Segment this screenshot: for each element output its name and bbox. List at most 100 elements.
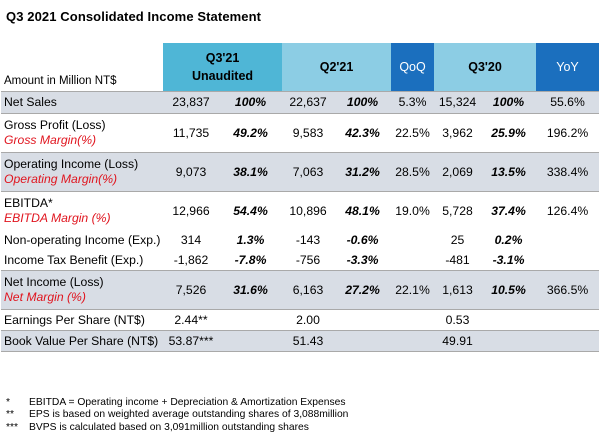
footnote-text: EBITDA = Operating income + Depreciation…	[29, 397, 346, 408]
cell-q2-21-pct: 27.2%	[334, 270, 392, 310]
cell-yoy: 196.2%	[536, 113, 600, 153]
cell-yoy: 338.4%	[536, 152, 600, 192]
cell-q3-20-pct: 0.2%	[494, 232, 523, 247]
cell-q3-21: 11,735	[163, 113, 219, 153]
cell-q3-21: 2.44**	[163, 309, 219, 331]
cell-q3-20-pct: 10.5%	[481, 270, 537, 310]
cell-q2-21: 22,637	[282, 91, 335, 114]
cell-q2-21: 7,063	[282, 152, 335, 192]
cell-q2-21: 51.43	[282, 330, 335, 352]
cell-q2-21: -756	[295, 252, 321, 267]
footnotes: * EBITDA = Operating income + Depreciatio…	[4, 397, 600, 434]
cell-q3-21-pct: 49.2%	[219, 113, 283, 153]
cell-q3-20: -481	[445, 252, 470, 267]
footnote: * EBITDA = Operating income + Depreciatio…	[4, 397, 600, 409]
cell-q3-20: 0.53	[434, 309, 482, 331]
cell-yoy: 366.5%	[536, 270, 600, 310]
table-row: Operating Income (Loss) Operating Margin(…	[1, 152, 600, 192]
footnote-mark: **	[6, 409, 15, 421]
cell-qoq: 28.5%	[391, 152, 435, 192]
header-q3-21-period: Q3'21	[205, 51, 240, 65]
cell-q3-21: 23,837	[163, 91, 219, 114]
row-label-text: Non-operating Income (Exp.)	[4, 232, 161, 247]
cell-yoy: 126.4%	[536, 191, 600, 230]
cell-q2-21-pct: 31.2%	[334, 152, 392, 192]
table-header-row: Amount in Million NT$ Q3'21 Unaudited Q2…	[1, 43, 600, 92]
cell-qoq	[391, 250, 434, 271]
row-label: Non-operating Income (Exp.)	[1, 230, 163, 250]
header-q3-21-status: Unaudited	[191, 69, 254, 83]
header-q3-20: Q3'20	[434, 43, 537, 92]
cell-q3-21-pct	[219, 330, 283, 352]
table-row: Net Sales 23,837 100% 22,637 100% 5.3% 15,324 1…	[1, 91, 600, 114]
cell-yoy	[536, 230, 599, 250]
row-label: Net Sales	[1, 91, 163, 114]
table-row: Non-operating Income (Exp.) 314 1.3% -143 -0…	[1, 230, 599, 250]
cell-q3-21: 7,526	[163, 270, 219, 310]
cell-q2-21: 6,163	[282, 270, 335, 310]
cell-q3-20: 25	[450, 232, 465, 247]
row-label-text: Operating Income (Loss)	[4, 157, 139, 171]
header-q2-21: Q2'21	[282, 43, 392, 92]
cell-q2-21-pct	[334, 330, 392, 352]
cell-q3-21-pct: 1.3%	[236, 232, 265, 247]
row-label-text: Net Income (Loss)	[4, 275, 104, 289]
row-label-text: EBITDA*	[4, 196, 53, 210]
row-sublabel-text: Operating Margin(%)	[4, 172, 118, 186]
row-label-text: Income Tax Benefit (Exp.)	[4, 252, 144, 267]
table-row: EBITDA* EBITDA Margin (%) 12,966 54.4% 10,89…	[1, 191, 600, 230]
cell-q3-20: 2,069	[434, 152, 482, 192]
row-label-text: Book Value Per Share (NT$)	[4, 333, 159, 348]
cell-qoq	[391, 230, 434, 250]
footnote-text: BVPS is calculated based on 3,091million…	[29, 421, 309, 433]
row-label: Income Tax Benefit (Exp.)	[1, 250, 163, 271]
cell-q3-20-pct: 100%	[481, 91, 537, 114]
cell-q3-21: 53.87***	[163, 330, 219, 352]
header-q3-21: Q3'21 Unaudited	[163, 43, 283, 92]
header-yoy: YoY	[536, 43, 600, 92]
cell-q2-21: 10,896	[282, 191, 335, 230]
footnote-mark: *	[6, 397, 11, 408]
row-label: Earnings Per Share (NT$)	[1, 309, 163, 331]
row-label: Operating Income (Loss) Operating Margin(…	[1, 152, 163, 192]
cell-yoy	[536, 250, 599, 271]
page-title: Q3 2021 Consolidated Income Statement	[6, 9, 262, 24]
cell-q3-20: 15,324	[434, 91, 482, 114]
cell-q3-20-pct: -3.1%	[492, 252, 525, 267]
cell-q3-20-pct: 37.4%	[481, 191, 537, 230]
cell-q3-21-pct: -7.8%	[234, 252, 267, 267]
cell-q3-20-pct: 13.5%	[481, 152, 537, 192]
row-sublabel-text: Gross Margin(%)	[4, 133, 97, 147]
cell-yoy	[536, 309, 600, 331]
income-statement-table: Amount in Million NT$ Q3'21 Unaudited Q2…	[1, 43, 600, 352]
header-qoq: QoQ	[391, 43, 435, 92]
cell-q3-21: -1,862	[173, 252, 209, 267]
cell-q3-20-pct	[481, 309, 537, 331]
table-row: Gross Profit (Loss) Gross Margin(%) 11,735…	[1, 113, 600, 153]
cell-q3-21: 314	[180, 232, 202, 247]
cell-q2-21-pct: 42.3%	[334, 113, 392, 153]
cell-yoy	[536, 330, 600, 352]
cell-qoq: 22.1%	[391, 270, 435, 310]
row-label: Net Income (Loss) Net Margin (%)	[1, 270, 163, 310]
cell-q3-21-pct: 54.4%	[219, 191, 283, 230]
cell-q3-21-pct: 38.1%	[219, 152, 283, 192]
cell-q3-21: 12,966	[163, 191, 219, 230]
cell-q2-21-pct: -3.3%	[346, 252, 379, 267]
cell-q2-21-pct: 48.1%	[334, 191, 392, 230]
cell-q2-21: -143	[295, 232, 321, 247]
row-label: EBITDA* EBITDA Margin (%)	[1, 191, 163, 230]
cell-q2-21-pct: -0.6%	[346, 232, 379, 247]
cell-qoq: 19.0%	[391, 191, 435, 230]
cell-q3-20-pct	[481, 330, 537, 352]
footnote-mark: ***	[6, 421, 19, 433]
cell-q3-21-pct: 31.6%	[219, 270, 283, 310]
cell-q3-20: 1,613	[434, 270, 482, 310]
footnote: *** BVPS is calculated based on 3,091mill…	[4, 422, 600, 434]
row-label-text: Earnings Per Share (NT$)	[4, 312, 145, 327]
cell-q3-21-pct	[219, 309, 283, 331]
cell-qoq	[391, 309, 435, 331]
cell-q3-20: 49.91	[434, 330, 482, 352]
cell-q3-21-pct: 100%	[219, 91, 283, 114]
cell-q2-21-pct: 100%	[334, 91, 392, 114]
